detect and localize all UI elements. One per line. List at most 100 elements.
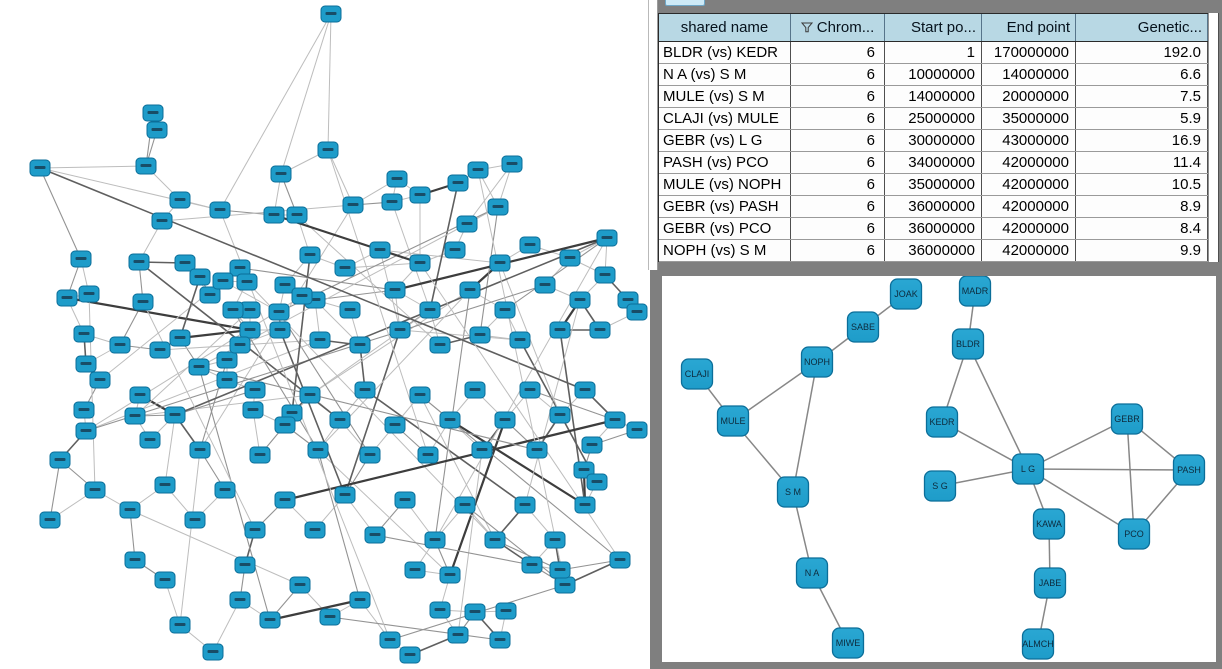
node-GEBR[interactable] [1110, 403, 1144, 435]
node-label-illegible [519, 503, 531, 506]
node-label-illegible [434, 608, 446, 611]
node-label: N A [805, 568, 820, 578]
node-SG[interactable] [923, 470, 957, 502]
edge [504, 237, 608, 311]
column-header-shared-name[interactable]: shared name [659, 14, 791, 41]
node-label-illegible [244, 328, 256, 331]
edge [344, 262, 421, 269]
table-body: BLDR (vs) KEDR 6 1 170000000 192.0 N A (vs) S… [659, 42, 1219, 262]
table-row[interactable]: N A (vs) S M 6 10000000 14000000 6.6 [659, 64, 1219, 86]
cell-genetic-distance: 8.9 [1076, 196, 1208, 217]
cell-genetic-distance: 8.4 [1076, 218, 1208, 239]
cell-shared-name: GEBR (vs) L G [659, 130, 791, 151]
node-PCO[interactable] [1117, 518, 1151, 550]
table-row[interactable]: MULE (vs) S M 6 14000000 20000000 7.5 [659, 86, 1219, 108]
node-label-illegible [364, 453, 376, 456]
node-label-illegible [339, 493, 351, 496]
edge-BLDR-LG[interactable] [967, 343, 1029, 470]
node-NOPH[interactable] [800, 346, 834, 378]
node-MIWE[interactable] [831, 627, 865, 659]
node-label-illegible [394, 328, 406, 331]
cell-shared-name: BLDR (vs) KEDR [659, 42, 791, 63]
cell-start-position: 25000000 [885, 108, 982, 129]
node-label-illegible [389, 288, 401, 291]
edge [464, 504, 566, 586]
node-label-illegible [169, 413, 181, 416]
node-label-illegible [221, 378, 233, 381]
edge [142, 301, 256, 531]
panel-splitter[interactable] [648, 0, 658, 270]
table-row[interactable]: MULE (vs) NOPH 6 35000000 42000000 10.5 [659, 174, 1219, 196]
column-header-end-point[interactable]: End point [982, 14, 1076, 41]
edge [174, 389, 256, 416]
node-CLAJI[interactable] [680, 358, 714, 390]
table-row[interactable]: NOPH (vs) S M 6 36000000 42000000 9.9 [659, 240, 1219, 262]
node-BLDR[interactable] [951, 328, 985, 360]
table-row[interactable]: PASH (vs) PCO 6 34000000 42000000 11.4 [659, 152, 1219, 174]
edge [198, 366, 538, 451]
node-label-illegible [444, 573, 456, 576]
edge [466, 163, 513, 225]
edge [129, 509, 301, 586]
node-label-illegible [296, 294, 308, 297]
edge-NOPH-SM[interactable] [792, 361, 818, 493]
edge [291, 254, 311, 414]
main-network-panel[interactable] [0, 0, 648, 669]
table-row[interactable]: CLAJI (vs) MULE 6 25000000 35000000 5.9 [659, 108, 1219, 130]
edge-LG-PCO[interactable] [1027, 468, 1135, 535]
node-MADR[interactable] [958, 276, 992, 307]
table-row[interactable]: BLDR (vs) KEDR 6 1 170000000 192.0 [659, 42, 1219, 64]
node-KAWA[interactable] [1032, 508, 1066, 540]
node-label-illegible [391, 177, 403, 180]
node-label-illegible [549, 538, 561, 541]
node-label-illegible [268, 213, 280, 216]
node-label-illegible [474, 333, 486, 336]
cell-chromosome: 6 [791, 130, 885, 151]
edge-GEBR-PCO[interactable] [1126, 418, 1135, 535]
column-header-start-po[interactable]: Start po... [885, 14, 982, 41]
edge [219, 13, 332, 211]
node-label: KEDR [929, 417, 955, 427]
node-label: PCO [1124, 529, 1144, 539]
edge-LG-GEBR[interactable] [1027, 418, 1128, 470]
cell-start-position: 1 [885, 42, 982, 63]
node-MULE[interactable] [716, 405, 750, 437]
cell-genetic-distance: 5.9 [1076, 108, 1208, 129]
edge-LG-PASH[interactable] [1027, 468, 1190, 471]
node-label-illegible [279, 423, 291, 426]
node-label-illegible [472, 168, 484, 171]
node-KEDR[interactable] [925, 406, 959, 438]
subnetwork-view[interactable]: JOAK SABE NOPH CLAJI MULE S M N A MIWE MADR BLDR K… [662, 276, 1216, 662]
node-label-illegible [492, 205, 504, 208]
filter-icon[interactable] [800, 22, 813, 33]
table-vertical-scrollbar[interactable] [1208, 13, 1219, 262]
node-SABE[interactable] [846, 311, 880, 343]
edge [429, 182, 459, 311]
node-label-illegible [354, 343, 366, 346]
column-header-label: Genetic... [1137, 19, 1202, 36]
column-header-genetic[interactable]: Genetic... [1076, 14, 1208, 41]
full-network-view[interactable] [0, 0, 648, 669]
node-label-illegible [179, 261, 191, 264]
node-label-illegible [324, 615, 336, 618]
node-SM[interactable] [776, 476, 810, 508]
node-NA[interactable] [795, 557, 829, 589]
edge [39, 167, 221, 211]
node-label-illegible [622, 298, 634, 301]
column-header-chrom[interactable]: Chrom... [791, 14, 885, 41]
node-PASH[interactable] [1172, 454, 1206, 486]
table-row[interactable]: GEBR (vs) PCO 6 36000000 42000000 8.4 [659, 218, 1219, 240]
table-row[interactable]: GEBR (vs) PASH 6 36000000 42000000 8.9 [659, 196, 1219, 218]
node-label-illegible [499, 418, 511, 421]
node-label-illegible [291, 213, 303, 216]
node-label-illegible [241, 280, 253, 283]
node-JOAK[interactable] [889, 278, 923, 310]
node-LG[interactable] [1011, 453, 1045, 485]
edge [49, 459, 61, 521]
node-ALMCH[interactable] [1021, 628, 1055, 660]
table-row[interactable]: GEBR (vs) L G 6 30000000 43000000 16.9 [659, 130, 1219, 152]
node-label-illegible [494, 261, 506, 264]
node-JABE[interactable] [1033, 567, 1067, 599]
node-layer: JOAK SABE NOPH CLAJI MULE S M N A MIWE MADR BLDR K… [680, 276, 1206, 660]
table-tab-fragment[interactable] [665, 0, 705, 6]
